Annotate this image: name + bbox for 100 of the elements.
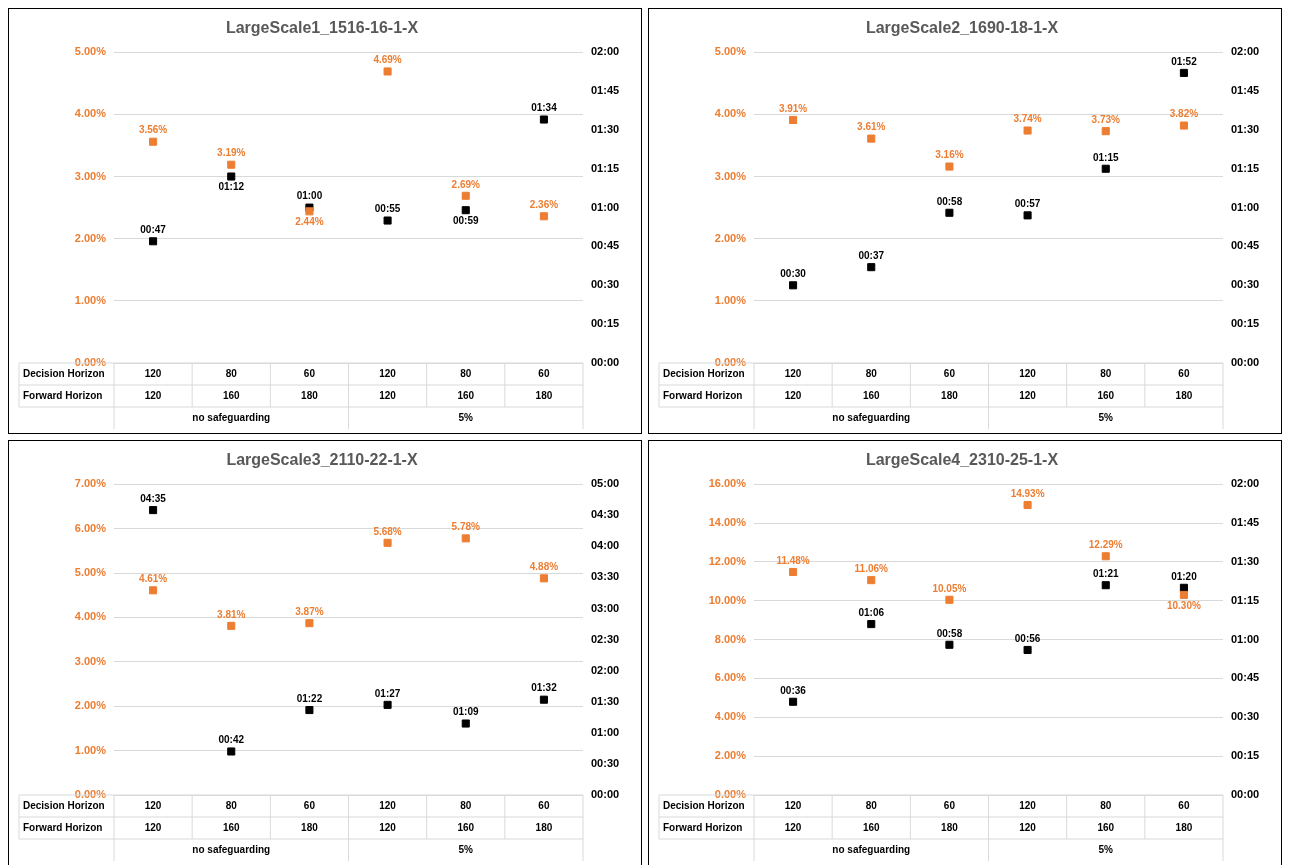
text: Forward Horizon (663, 821, 743, 833)
x-tick-label: 120 (1019, 799, 1037, 811)
y2-tick-label: 00:30 (1231, 710, 1260, 723)
data-label: 00:37 (858, 249, 885, 261)
text: 180 (535, 821, 553, 833)
y2-tick-label: 00:00 (591, 356, 620, 369)
y2-tick-label: 00:00 (1231, 356, 1260, 369)
text: 180 (301, 821, 319, 833)
y2-tick-label: 01:15 (591, 161, 620, 174)
y2-tick-label: 00:45 (591, 239, 620, 252)
text: 180 (535, 389, 553, 401)
y2-tick-label: 04:00 (591, 539, 620, 552)
y-tick-label: 1.00% (714, 293, 747, 306)
data-label: 10.05% (932, 582, 967, 594)
y2-tick-label: 01:30 (1231, 122, 1260, 135)
data-label: 00:47 (140, 224, 167, 236)
y2-tick-label: 01:00 (591, 200, 620, 213)
data-label: 3.56% (138, 124, 168, 136)
data-label: 2.44% (295, 216, 324, 228)
data-label: 3.73% (1091, 113, 1121, 125)
data-label: 00:59 (452, 214, 479, 226)
x-tick-label: 120 (784, 367, 802, 379)
data-label: 00:58 (936, 627, 963, 639)
x-tick-label: 120 (784, 799, 802, 811)
y-tick-label: 4.00% (714, 107, 747, 120)
y2-tick-label: 00:15 (591, 317, 620, 330)
y2-tick-label: 00:00 (1231, 788, 1260, 801)
text: Decision Horizon (663, 799, 745, 811)
text: 160 (222, 821, 241, 833)
text: Forward Horizon (663, 389, 743, 401)
y-tick-label: 3.00% (74, 654, 107, 667)
y2-tick-label: 02:00 (591, 663, 620, 676)
text: 120 (144, 821, 162, 833)
y-tick-label: 4.00% (714, 710, 747, 723)
x-tick-label: 60 (1178, 367, 1190, 379)
data-label: 3.91% (778, 102, 808, 114)
text: 180 (941, 389, 959, 401)
data-label: 00:55 (374, 203, 401, 215)
data-label: 01:32 (531, 682, 558, 694)
y-tick-label: 10.00% (708, 593, 747, 606)
data-label: 2.69% (451, 178, 481, 190)
data-label: 01:21 (1092, 567, 1119, 579)
y2-tick-label: 03:00 (591, 601, 620, 614)
y2-tick-label: 01:45 (1231, 84, 1260, 97)
text: 5% (1098, 411, 1114, 423)
y-tick-label: 0.00% (74, 788, 107, 801)
y-tick-label: 14.00% (708, 516, 747, 529)
y2-tick-label: 01:00 (591, 725, 620, 738)
text: no safeguarding (832, 411, 911, 423)
data-label: 3.81% (217, 608, 246, 620)
x-tick-label: 120 (144, 799, 162, 811)
text: Forward Horizon (23, 389, 103, 401)
x-tick-label: 60 (1178, 799, 1190, 811)
text: 120 (784, 821, 802, 833)
x-tick-label: 120 (144, 367, 162, 379)
text: 120 (379, 389, 397, 401)
data-label: 01:15 (1092, 151, 1119, 163)
text: Decision Horizon (23, 799, 105, 811)
text: no safeguarding (192, 843, 271, 855)
data-label: 04:35 (140, 492, 167, 504)
y2-tick-label: 00:30 (591, 756, 620, 769)
text: 160 (457, 821, 475, 833)
y2-tick-label: 01:45 (1231, 516, 1260, 529)
data-label: 3.16% (935, 149, 964, 161)
text: 180 (1175, 389, 1193, 401)
y-tick-label: 12.00% (708, 554, 747, 567)
text: Decision Horizon (23, 367, 105, 379)
y-tick-label: 2.00% (74, 699, 107, 712)
text: 180 (941, 821, 959, 833)
text: no safeguarding (832, 843, 911, 855)
x-tick-label: 60 (943, 799, 956, 811)
y2-tick-label: 01:00 (1231, 632, 1260, 645)
y2-tick-label: 02:00 (1231, 45, 1260, 58)
y2-tick-label: 00:30 (1231, 278, 1260, 291)
x-tick-label: 80 (460, 799, 472, 811)
data-label: 01:06 (858, 606, 885, 618)
data-label: 14.93% (1010, 487, 1045, 499)
data-label: 01:34 (531, 102, 558, 114)
data-label: 01:12 (218, 181, 245, 193)
text: 160 (222, 389, 241, 401)
data-label: 01:22 (296, 692, 323, 704)
x-tick-label: 80 (225, 799, 238, 811)
data-label: 5.68% (373, 525, 402, 537)
text: Forward Horizon (23, 821, 103, 833)
x-tick-label: 80 (1100, 367, 1112, 379)
y2-tick-label: 00:00 (591, 788, 620, 801)
data-label: 11.48% (776, 554, 810, 566)
y2-tick-label: 04:30 (591, 508, 620, 521)
x-tick-label: 60 (943, 367, 956, 379)
x-tick-label: 60 (303, 367, 316, 379)
text: 5% (1098, 843, 1114, 855)
y-tick-label: 3.00% (714, 169, 747, 182)
text: 120 (1019, 821, 1037, 833)
data-label: 12.29% (1088, 539, 1123, 551)
x-tick-label: 80 (865, 799, 878, 811)
text: no safeguarding (192, 411, 271, 423)
text: 5% (458, 411, 474, 423)
y2-tick-label: 05:00 (591, 477, 620, 490)
text: 160 (862, 821, 881, 833)
y-tick-label: 4.00% (74, 107, 107, 120)
